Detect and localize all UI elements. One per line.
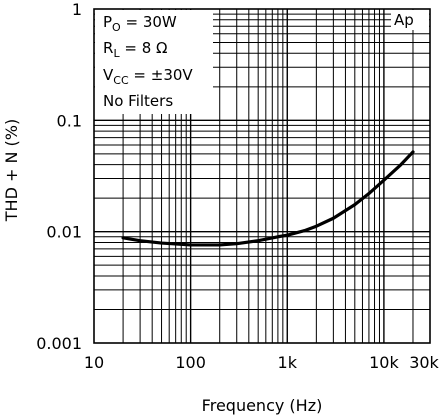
- data-point: [235, 242, 239, 246]
- x-tick-label: 30k: [409, 353, 439, 372]
- conditions-box: [95, 10, 213, 114]
- plot-frame: [93, 8, 431, 344]
- y-tick-label: 0.1: [57, 111, 82, 130]
- data-point: [138, 239, 142, 243]
- data-point: [314, 224, 318, 228]
- data-point: [179, 242, 183, 246]
- data-point: [302, 229, 306, 233]
- tick-labels: 10 100 1k 10k 30k 1 0.1 0.01 0.001: [36, 0, 439, 372]
- y-axis-title: THD + N (%): [2, 119, 21, 222]
- data-point: [367, 192, 371, 195]
- x-axis-title: Frequency (Hz): [202, 396, 323, 415]
- data-point: [382, 178, 386, 182]
- y-tick-label: 1: [72, 0, 82, 19]
- data-point: [276, 235, 280, 239]
- y-tick-label: 0.01: [46, 223, 82, 242]
- data-point: [189, 243, 193, 247]
- ap-badge-box: [391, 10, 429, 30]
- ap-badge: Ap: [394, 11, 414, 29]
- data-point: [399, 163, 403, 167]
- data-point: [206, 243, 210, 247]
- x-tick-label: 1k: [278, 353, 298, 372]
- filters-label: No Filters: [103, 92, 173, 110]
- data-point: [121, 236, 125, 240]
- data-point: [353, 203, 357, 207]
- y-tick-label: 0.001: [36, 334, 82, 353]
- data-point: [160, 241, 163, 245]
- data-point: [331, 216, 335, 220]
- x-tick-label: 100: [175, 353, 206, 372]
- rl-label: RL = 8 Ω: [103, 39, 167, 60]
- data-point: [411, 150, 415, 154]
- data-point: [256, 239, 260, 243]
- x-tick-label: 10: [84, 353, 104, 372]
- x-tick-label: 10k: [369, 353, 399, 372]
- data-point: [285, 233, 289, 237]
- data-point: [218, 243, 222, 247]
- series-group: [121, 150, 415, 247]
- po-label: PO = 30W: [103, 13, 177, 34]
